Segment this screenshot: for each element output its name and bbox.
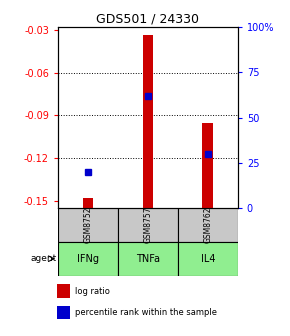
Bar [57,306,70,319]
Bar [118,242,178,276]
Text: GSM8752: GSM8752 [84,207,93,243]
Text: log ratio: log ratio [75,287,110,296]
Text: IFNg: IFNg [77,254,99,264]
Bar [178,208,238,242]
Text: agent: agent [30,254,57,263]
Bar [178,242,238,276]
Text: GSM8757: GSM8757 [143,207,153,244]
Text: percentile rank within the sample: percentile rank within the sample [75,308,217,317]
Bar [57,284,70,298]
Text: GSM8762: GSM8762 [203,207,212,243]
Bar [118,208,178,242]
Bar [142,36,153,208]
Text: IL4: IL4 [201,254,215,264]
Text: TNFa: TNFa [136,254,160,264]
Title: GDS501 / 24330: GDS501 / 24330 [96,13,200,26]
Bar [58,242,118,276]
Bar [202,123,213,208]
Bar [58,208,118,242]
Bar [83,198,93,208]
